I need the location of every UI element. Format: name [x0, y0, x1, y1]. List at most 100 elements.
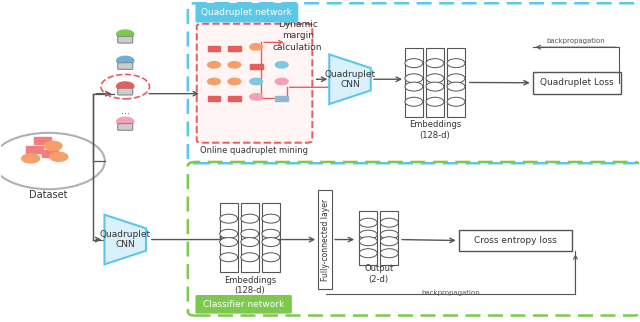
Circle shape: [405, 97, 423, 106]
Circle shape: [228, 62, 241, 68]
Bar: [228, 46, 241, 51]
Text: Quadruplet
CNN: Quadruplet CNN: [100, 230, 151, 249]
Bar: [426, 48, 444, 117]
Circle shape: [447, 74, 465, 83]
FancyBboxPatch shape: [118, 63, 132, 69]
Text: ...: ...: [121, 106, 130, 116]
FancyBboxPatch shape: [195, 3, 298, 23]
Circle shape: [405, 74, 423, 83]
Bar: [241, 204, 259, 272]
Circle shape: [359, 237, 377, 246]
Circle shape: [447, 82, 465, 91]
Circle shape: [116, 117, 134, 126]
Circle shape: [220, 229, 237, 238]
Bar: [26, 146, 43, 153]
Circle shape: [262, 229, 280, 238]
Circle shape: [116, 30, 134, 39]
Text: Quadruplet
CNN: Quadruplet CNN: [324, 70, 376, 89]
Bar: [262, 204, 280, 272]
Text: Cross entropy loss: Cross entropy loss: [474, 236, 557, 245]
Circle shape: [22, 154, 40, 163]
Bar: [459, 230, 572, 251]
Text: ...: ...: [225, 233, 232, 242]
Circle shape: [250, 78, 262, 85]
FancyBboxPatch shape: [118, 88, 132, 95]
Bar: [380, 211, 398, 265]
Text: ...: ...: [452, 78, 460, 87]
Circle shape: [405, 82, 423, 91]
Bar: [220, 204, 237, 272]
Circle shape: [380, 237, 398, 246]
Text: Quadruplet network: Quadruplet network: [201, 8, 292, 17]
Text: ...: ...: [246, 233, 253, 242]
Circle shape: [250, 94, 262, 100]
Circle shape: [241, 238, 259, 247]
Bar: [207, 96, 220, 101]
Text: ...: ...: [268, 233, 275, 242]
Text: Classifier network: Classifier network: [203, 300, 284, 309]
Bar: [34, 137, 51, 144]
Bar: [207, 46, 220, 51]
Text: Quadruplet Loss: Quadruplet Loss: [540, 78, 614, 87]
Bar: [447, 48, 465, 117]
Circle shape: [220, 253, 237, 262]
Text: backpropagation: backpropagation: [546, 38, 605, 44]
Text: ...: ...: [365, 233, 372, 242]
Circle shape: [262, 253, 280, 262]
Circle shape: [262, 238, 280, 247]
Circle shape: [241, 214, 259, 223]
Text: ...: ...: [386, 233, 393, 242]
Bar: [228, 96, 241, 101]
Circle shape: [116, 82, 134, 90]
Circle shape: [241, 229, 259, 238]
Polygon shape: [104, 215, 146, 264]
Circle shape: [426, 59, 444, 68]
FancyBboxPatch shape: [118, 36, 132, 43]
FancyBboxPatch shape: [196, 24, 312, 143]
Bar: [318, 190, 332, 289]
Circle shape: [447, 97, 465, 106]
Circle shape: [262, 214, 280, 223]
Circle shape: [275, 78, 288, 85]
Text: Embeddings
(128-d): Embeddings (128-d): [409, 120, 461, 140]
Circle shape: [44, 141, 62, 150]
Bar: [360, 211, 377, 265]
Circle shape: [250, 44, 262, 50]
Circle shape: [359, 230, 377, 239]
Text: ...: ...: [410, 78, 417, 87]
Bar: [532, 72, 621, 94]
Circle shape: [380, 218, 398, 227]
FancyBboxPatch shape: [118, 124, 132, 130]
Circle shape: [207, 78, 220, 85]
Circle shape: [380, 249, 398, 258]
Circle shape: [405, 59, 423, 68]
Circle shape: [207, 62, 220, 68]
Circle shape: [359, 218, 377, 227]
Circle shape: [447, 59, 465, 68]
Text: ...: ...: [431, 78, 438, 87]
Circle shape: [359, 249, 377, 258]
Polygon shape: [329, 54, 371, 104]
Bar: [42, 150, 58, 157]
Circle shape: [380, 230, 398, 239]
Text: Dataset: Dataset: [29, 190, 68, 200]
Bar: [275, 96, 288, 101]
Circle shape: [241, 253, 259, 262]
Circle shape: [220, 238, 237, 247]
Text: Fully-connected layer: Fully-connected layer: [321, 198, 330, 280]
Circle shape: [116, 56, 134, 65]
Circle shape: [220, 214, 237, 223]
Text: backpropagation: backpropagation: [422, 290, 480, 296]
FancyBboxPatch shape: [195, 295, 292, 314]
Circle shape: [0, 133, 105, 189]
Circle shape: [426, 74, 444, 83]
Circle shape: [426, 82, 444, 91]
Bar: [405, 48, 423, 117]
Text: Dynamic
margin
calculation: Dynamic margin calculation: [273, 20, 323, 52]
Bar: [250, 64, 262, 69]
Text: Online quadruplet mining: Online quadruplet mining: [200, 146, 308, 155]
Text: Output
(2-d): Output (2-d): [364, 264, 394, 284]
Circle shape: [228, 78, 241, 85]
Circle shape: [275, 62, 288, 68]
Circle shape: [50, 152, 68, 161]
